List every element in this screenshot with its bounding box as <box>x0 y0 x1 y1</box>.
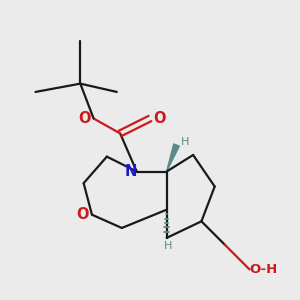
Text: H: H <box>181 137 189 147</box>
Text: N: N <box>124 164 137 179</box>
Polygon shape <box>167 144 179 172</box>
Text: O: O <box>76 207 89 222</box>
Text: O-H: O-H <box>249 263 278 276</box>
Text: O: O <box>78 111 91 126</box>
Text: O: O <box>153 111 166 126</box>
Text: H: H <box>164 241 172 250</box>
